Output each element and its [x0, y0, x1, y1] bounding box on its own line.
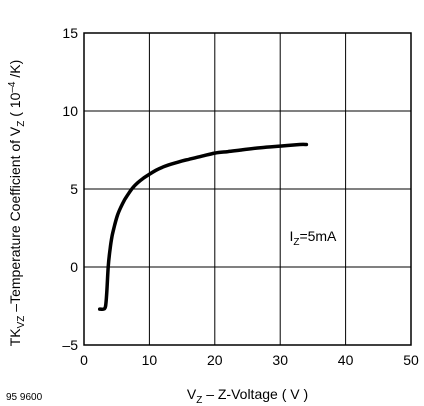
y-tick-label: 5 — [70, 181, 78, 197]
series-line — [97, 142, 309, 312]
x-tick-label: 50 — [403, 352, 419, 368]
x-tick-labels: 0 10 20 30 40 50 — [80, 352, 419, 368]
x-tick-label: 0 — [80, 352, 88, 368]
x-tick-label: 20 — [207, 352, 223, 368]
y-tick-label: –5 — [62, 337, 78, 353]
x-tick-label: 40 — [338, 352, 354, 368]
plot-frame — [83, 32, 412, 346]
y-axis-label: TKVZ –Temperature Coefficient of VZ ( 10… — [7, 60, 27, 347]
current-annotation: IZ=5mA — [289, 228, 337, 248]
x-tick-label: 10 — [142, 352, 158, 368]
figure-number: 95 9600 — [6, 392, 43, 403]
y-tick-labels: –5 0 5 10 15 — [62, 25, 78, 353]
x-axis-label: VZ – Z-Voltage ( V ) — [187, 386, 308, 406]
y-tick-label: 10 — [62, 103, 78, 119]
x-tick-label: 30 — [272, 352, 288, 368]
y-tick-label: 15 — [62, 25, 78, 41]
y-tick-label: 0 — [70, 259, 78, 275]
grid-lines — [84, 33, 411, 345]
